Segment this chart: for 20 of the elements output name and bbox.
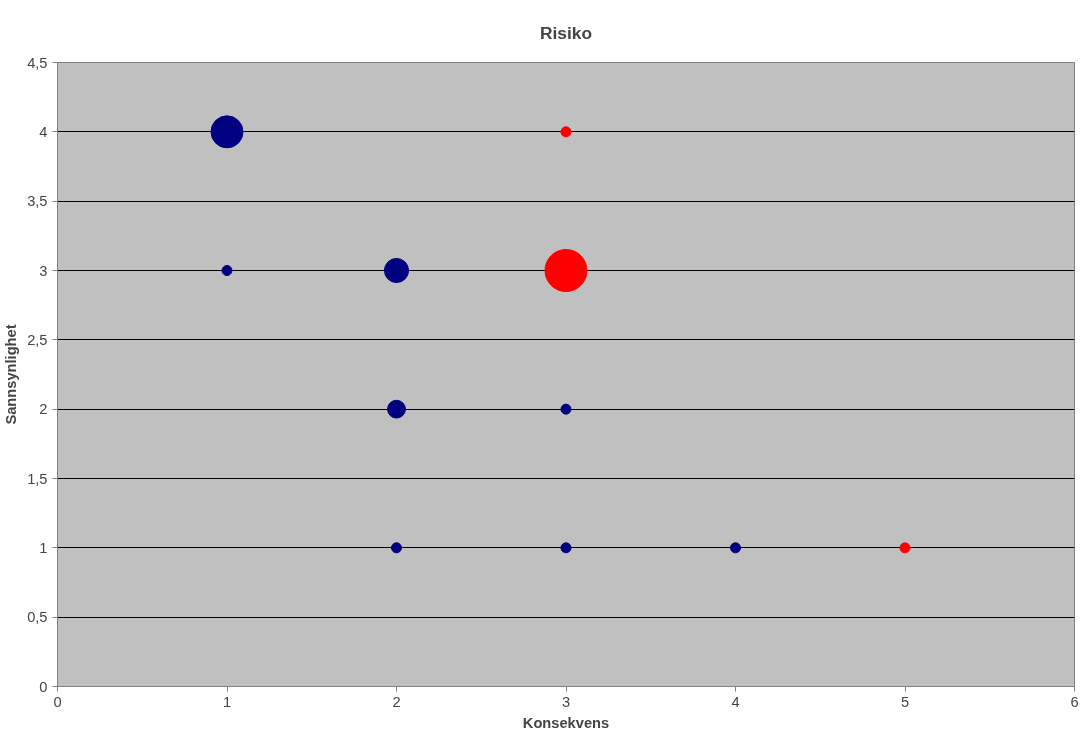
y-tick-label: 4,5 <box>27 54 48 71</box>
y-tick-label: 0,5 <box>27 609 48 626</box>
x-tick-label: 0 <box>53 693 62 710</box>
chart-title: Risiko <box>540 22 593 43</box>
y-axis-title: Sannsynlighet <box>3 324 20 425</box>
y-tick-label: 0 <box>39 678 48 695</box>
y-tick-label: 3 <box>39 262 48 279</box>
y-tick-label: 1,5 <box>27 470 48 487</box>
x-axis-title: Konsekvens <box>522 714 610 731</box>
x-tick-label: 2 <box>392 693 401 710</box>
x-tick-label: 6 <box>1070 693 1079 710</box>
x-tick-label: 1 <box>222 693 232 710</box>
y-tick-label: 2 <box>39 401 48 418</box>
x-tick-label: 5 <box>900 693 910 710</box>
x-tick-label: 3 <box>561 693 571 710</box>
y-tick-label: 2,5 <box>27 331 48 348</box>
y-tick-label: 1 <box>39 539 48 556</box>
y-tick-label: 4 <box>39 123 48 140</box>
x-tick-label: 4 <box>731 693 740 710</box>
y-tick-label: 3,5 <box>27 193 48 210</box>
